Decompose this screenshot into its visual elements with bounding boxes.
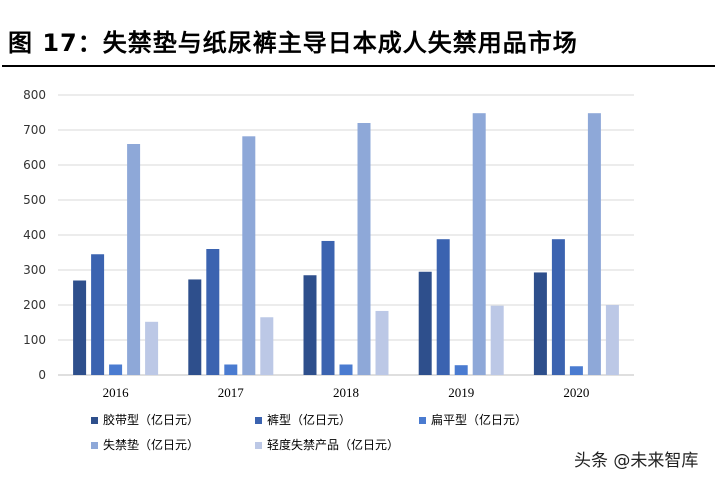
y-tick-label: 300 [23, 263, 46, 277]
y-axis-ticks: 0 100 200 300 400 500 600 700 800 [23, 88, 46, 382]
bar [357, 123, 371, 375]
bar [587, 113, 601, 375]
bar [339, 364, 353, 375]
bar [436, 239, 450, 375]
bar [303, 275, 317, 375]
legend-label: 裤型（亿日元） [267, 412, 351, 427]
gridlines [58, 94, 634, 376]
legend-label: 失禁垫（亿日元） [103, 437, 199, 452]
bar [321, 240, 335, 375]
x-category-label: 2016 [103, 385, 130, 400]
y-tick-label: 200 [23, 298, 46, 312]
bar [260, 317, 274, 375]
legend-label: 扁平型（亿日元） [431, 412, 527, 427]
x-category-label: 2018 [333, 385, 359, 400]
bar [242, 136, 256, 375]
watermark: 头条 @未来智库 [574, 451, 699, 471]
y-tick-label: 500 [23, 193, 46, 207]
y-tick-label: 400 [23, 228, 46, 242]
x-category-label: 2019 [448, 385, 474, 400]
bar [145, 321, 159, 375]
legend-label: 胶带型（亿日元） [103, 412, 199, 427]
bar [127, 144, 141, 375]
bar [418, 271, 432, 375]
bar [224, 364, 238, 375]
bar [206, 249, 220, 375]
bar [73, 280, 87, 375]
figure-title: 图 17：失禁垫与纸尿裤主导日本成人失禁用品市场 [8, 29, 578, 57]
bar [188, 279, 202, 375]
legend-swatch [91, 442, 98, 449]
bar [569, 366, 583, 375]
y-tick-label: 100 [23, 333, 46, 347]
y-tick-label: 800 [23, 88, 46, 102]
legend-swatch [255, 442, 262, 449]
x-axis-categories: 2016 2017 2018 2019 2020 [103, 385, 590, 400]
bar [109, 364, 123, 375]
title-rule [2, 65, 715, 67]
legend-label: 轻度失禁产品（亿日元） [267, 437, 399, 452]
y-tick-label: 0 [38, 368, 46, 382]
legend-swatch [255, 417, 262, 424]
bar [375, 310, 389, 375]
legend: 胶带型（亿日元） 裤型（亿日元） 扁平型（亿日元） 失禁垫（亿日元） 轻度失禁产品（亿日… [91, 412, 527, 452]
x-category-label: 2020 [563, 385, 589, 400]
bar [490, 305, 504, 375]
x-category-label: 2017 [218, 385, 245, 400]
bar [454, 365, 468, 375]
bar [91, 254, 105, 375]
bar [551, 239, 565, 375]
legend-swatch [91, 417, 98, 424]
bar [605, 305, 619, 375]
legend-swatch [419, 417, 426, 424]
bar [533, 272, 547, 375]
bar [472, 113, 486, 375]
bars [73, 113, 619, 375]
y-tick-label: 700 [23, 123, 46, 137]
y-tick-label: 600 [23, 158, 46, 172]
